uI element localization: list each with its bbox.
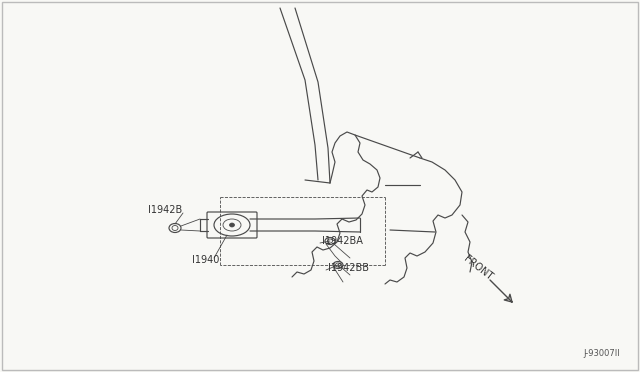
Ellipse shape: [230, 223, 234, 227]
Text: I1942BA: I1942BA: [322, 236, 363, 246]
Text: I1940: I1940: [192, 255, 220, 265]
Text: I1942BB: I1942BB: [328, 263, 369, 273]
Text: I1942B: I1942B: [148, 205, 182, 215]
Text: J-93007II: J-93007II: [583, 349, 620, 358]
Text: FRONT: FRONT: [462, 254, 495, 282]
